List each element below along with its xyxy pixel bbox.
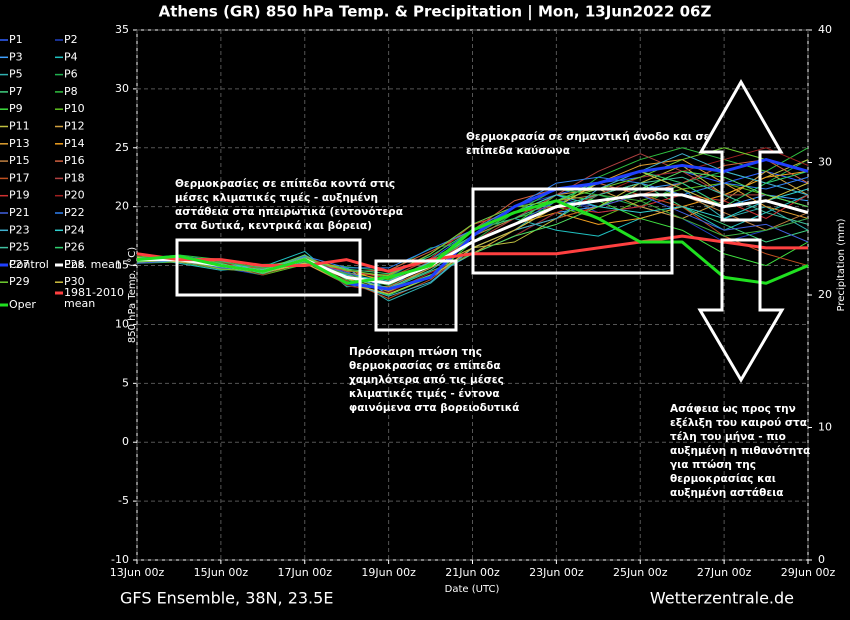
y2-tick-label: 0 — [818, 553, 825, 566]
legend-label: P22 — [64, 206, 85, 219]
y-axis-label: 850 hPa Temp. (°C) — [127, 247, 138, 343]
legend-label: 1981-2010 mean — [64, 286, 124, 310]
y-tick-label: -5 — [118, 494, 129, 507]
annotation: Θερμοκρασίες σε επίπεδα κοντά στις — [175, 178, 395, 190]
legend-label: P21 — [9, 206, 30, 219]
annotation: επίπεδα καύσωνα — [466, 145, 570, 157]
legend-label: P16 — [64, 154, 85, 167]
chart-title: Athens (GR) 850 hPa Temp. & Precipitatio… — [159, 3, 712, 22]
annotation: κλιματικές τιμές - έντονα — [349, 388, 500, 400]
y-tick-label: 15 — [115, 259, 129, 272]
footer-left: GFS Ensemble, 38N, 23.5E — [120, 589, 333, 608]
annotation: εξέλιξη του καιρού στα — [670, 417, 807, 429]
highlight-box — [471, 187, 674, 275]
legend-label: P25 — [9, 241, 30, 254]
legend-label: P10 — [64, 102, 85, 115]
y-tick-label: -10 — [111, 553, 129, 566]
annotation: χαμηλότερα από τις μέσες — [349, 374, 504, 386]
y-tick-label: 0 — [122, 435, 129, 448]
legend-label: P17 — [9, 171, 30, 184]
x-tick-label: 23Jun 00z — [529, 566, 584, 579]
legend-label: P7 — [9, 85, 23, 98]
annotation: τέλη του μήνα - πιο — [670, 431, 786, 443]
arrow-up — [698, 78, 784, 222]
y-tick-label: 10 — [115, 317, 129, 330]
arrow-down — [697, 238, 785, 383]
legend-label: P5 — [9, 68, 23, 81]
annotation: Ασάφεια ως προς την — [670, 403, 796, 415]
x-tick-label: 19Jun 00z — [361, 566, 416, 579]
legend-label: P18 — [64, 171, 85, 184]
y-tick-label: 25 — [115, 141, 129, 154]
legend-label: P30 — [64, 275, 85, 288]
annotation: θερμοκρασίας σε επίπεδα — [349, 360, 501, 372]
annotation: θερμοκρασίας και — [670, 473, 776, 485]
y-tick-label: 5 — [122, 376, 129, 389]
x-tick-label: 29Jun 00z — [781, 566, 836, 579]
annotation: για πτώση της — [670, 459, 756, 471]
highlight-box — [175, 238, 362, 297]
x-tick-label: 17Jun 00z — [278, 566, 333, 579]
y-tick-label: 30 — [115, 82, 129, 95]
legend-label: Control — [9, 258, 49, 271]
legend-label: P20 — [64, 189, 85, 202]
legend-label: P29 — [9, 275, 30, 288]
legend-label: P3 — [9, 50, 23, 63]
x-axis-label: Date (UTC) — [445, 584, 500, 595]
annotation: Θερμοκρασία σε σημαντική άνοδο και σε — [466, 131, 710, 143]
annotation: Πρόσκαιρη πτώση της — [349, 346, 482, 358]
legend-label: P4 — [64, 50, 78, 63]
y2-tick-label: 20 — [818, 288, 832, 301]
legend-label: P27 — [9, 258, 30, 271]
legend-label: P6 — [64, 68, 78, 81]
x-tick-label: 15Jun 00z — [194, 566, 249, 579]
legend-label: P9 — [9, 102, 23, 115]
x-tick-label: 13Jun 00z — [110, 566, 165, 579]
legend-label: P26 — [64, 241, 85, 254]
legend-label: P1 — [9, 33, 23, 46]
legend-label: P12 — [64, 120, 85, 133]
y2-tick-label: 30 — [818, 156, 832, 169]
legend-label: P24 — [64, 223, 85, 236]
footer-right: Wetterzentrale.de — [650, 589, 794, 608]
annotation: αυξημένη αστάθεια — [670, 487, 784, 499]
y2-tick-label: 40 — [818, 23, 832, 36]
annotation: μέσες κλιματικές τιμές - αυξημένη — [175, 192, 378, 204]
legend-label: P23 — [9, 223, 30, 236]
legend-label: P2 — [64, 33, 78, 46]
y2-axis-label: Precipitation (mm) — [836, 218, 847, 311]
legend-label: P28 — [64, 258, 85, 271]
y2-tick-label: 10 — [818, 421, 832, 434]
legend-label: P14 — [64, 137, 85, 150]
y-tick-label: 35 — [115, 23, 129, 36]
annotation: αστάθεια στα ηπειρωτικά (εντονότερα — [175, 206, 403, 218]
legend-label: P8 — [64, 85, 78, 98]
highlight-box — [374, 259, 458, 332]
y-tick-label: 20 — [115, 200, 129, 213]
x-tick-label: 27Jun 00z — [697, 566, 752, 579]
legend-label: P15 — [9, 154, 30, 167]
legend-label: P13 — [9, 137, 30, 150]
legend-label: Oper — [9, 298, 36, 311]
annotation: αυξημένη η πιθανότητα — [670, 445, 810, 457]
annotation: φαινόμενα στα βορειοδυτικά — [349, 402, 519, 414]
legend-label: Ens. mean — [64, 258, 122, 271]
x-tick-label: 25Jun 00z — [613, 566, 668, 579]
legend-label: P19 — [9, 189, 30, 202]
x-tick-label: 21Jun 00z — [445, 566, 500, 579]
legend-label: P11 — [9, 120, 30, 133]
annotation: στα δυτικά, κεντρικά και βόρεια) — [175, 220, 372, 232]
